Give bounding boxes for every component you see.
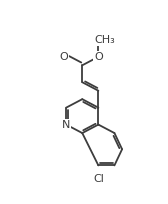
Text: O: O (94, 52, 103, 62)
Text: O: O (59, 52, 68, 62)
Text: N: N (62, 120, 70, 130)
Text: CH₃: CH₃ (94, 35, 115, 45)
Text: Cl: Cl (93, 174, 104, 184)
